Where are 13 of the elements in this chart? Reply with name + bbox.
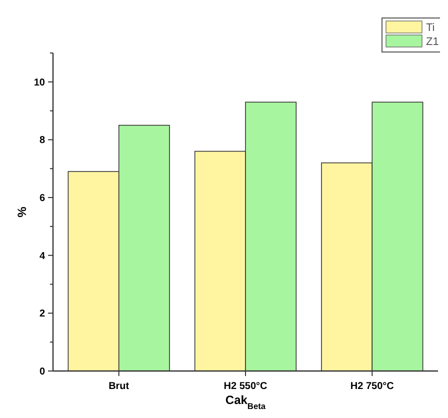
x-axis-title: Cak$_{Beta}$ bbox=[225, 393, 266, 411]
y-tick-label: 0 bbox=[39, 366, 46, 378]
y-tick-label: 2 bbox=[39, 308, 46, 320]
legend-label: Z1 bbox=[426, 36, 439, 48]
legend-label: Ti bbox=[426, 22, 435, 34]
y-tick-label: 8 bbox=[39, 135, 46, 146]
y-tick-label: 4 bbox=[39, 250, 46, 262]
x-tick-label: H2 750°C bbox=[350, 381, 394, 392]
x-tick-label: Brut bbox=[108, 381, 130, 392]
x-tick-label: H2 550°C bbox=[224, 381, 268, 392]
y-tick-label: 10 bbox=[34, 77, 46, 88]
y-axis-title: % bbox=[15, 206, 29, 218]
y-tick-label: 6 bbox=[39, 193, 46, 204]
